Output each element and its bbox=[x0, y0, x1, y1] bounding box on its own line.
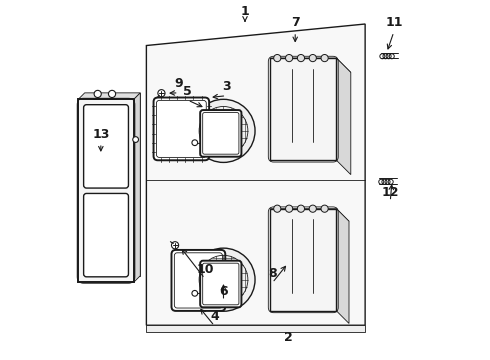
Circle shape bbox=[286, 205, 293, 212]
Text: 9: 9 bbox=[174, 77, 183, 90]
FancyBboxPatch shape bbox=[84, 105, 128, 188]
Polygon shape bbox=[78, 93, 140, 99]
FancyBboxPatch shape bbox=[200, 261, 242, 307]
FancyBboxPatch shape bbox=[172, 250, 225, 311]
Text: 7: 7 bbox=[291, 17, 299, 30]
Polygon shape bbox=[270, 58, 351, 72]
Circle shape bbox=[274, 54, 281, 62]
Circle shape bbox=[192, 99, 255, 162]
FancyBboxPatch shape bbox=[200, 110, 242, 157]
Text: 2: 2 bbox=[284, 331, 293, 344]
Circle shape bbox=[192, 248, 255, 311]
Circle shape bbox=[309, 54, 317, 62]
Bar bbox=[270, 209, 337, 311]
Polygon shape bbox=[337, 209, 349, 323]
Circle shape bbox=[108, 90, 116, 98]
Text: 8: 8 bbox=[268, 267, 276, 280]
Circle shape bbox=[321, 205, 328, 212]
Text: 13: 13 bbox=[92, 127, 110, 141]
Circle shape bbox=[133, 137, 139, 143]
Text: 12: 12 bbox=[382, 186, 399, 199]
Circle shape bbox=[309, 205, 317, 212]
Text: 11: 11 bbox=[385, 17, 403, 30]
Polygon shape bbox=[270, 209, 349, 221]
Bar bbox=[78, 99, 134, 282]
Polygon shape bbox=[147, 24, 365, 325]
Polygon shape bbox=[134, 93, 140, 282]
Circle shape bbox=[158, 90, 165, 97]
Circle shape bbox=[286, 54, 293, 62]
Circle shape bbox=[321, 54, 328, 62]
Circle shape bbox=[297, 54, 304, 62]
FancyBboxPatch shape bbox=[84, 193, 128, 277]
Circle shape bbox=[297, 205, 304, 212]
Circle shape bbox=[172, 242, 179, 249]
Circle shape bbox=[274, 205, 281, 212]
Text: 1: 1 bbox=[241, 5, 249, 18]
Polygon shape bbox=[147, 325, 365, 332]
Circle shape bbox=[192, 291, 197, 296]
Circle shape bbox=[192, 140, 197, 145]
Text: 4: 4 bbox=[210, 310, 219, 324]
Text: 5: 5 bbox=[183, 85, 192, 98]
Text: 3: 3 bbox=[222, 80, 231, 93]
Bar bbox=[270, 58, 337, 160]
Text: 10: 10 bbox=[196, 263, 214, 276]
FancyBboxPatch shape bbox=[153, 98, 209, 160]
Polygon shape bbox=[337, 58, 351, 175]
Polygon shape bbox=[85, 93, 140, 276]
Circle shape bbox=[94, 90, 101, 98]
Text: 6: 6 bbox=[219, 285, 228, 298]
